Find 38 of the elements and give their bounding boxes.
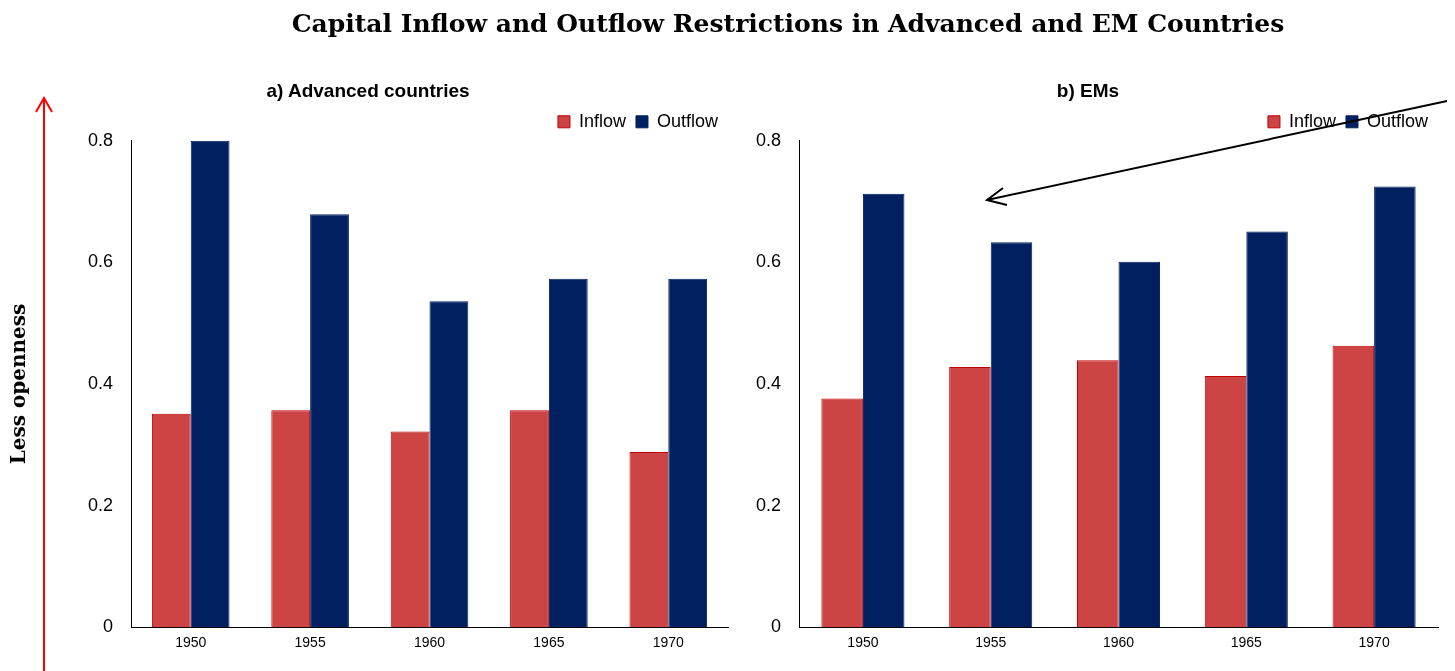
bar: [548, 278, 588, 628]
bar: [862, 193, 905, 628]
x-tick-label: 1950: [847, 634, 879, 651]
bar: [190, 140, 230, 628]
x-tick-label: 1960: [1102, 634, 1135, 651]
x-tick-label: 1955: [294, 634, 326, 651]
bar: [1118, 261, 1161, 628]
legend-label: Outflow: [1366, 110, 1429, 131]
y-tick-label: 0.6: [87, 251, 114, 272]
x-tick-label: 1970: [1358, 634, 1390, 651]
y-axis-title: Less openness: [6, 303, 31, 465]
y-tick-label: 0: [103, 616, 114, 637]
y-tick-label: 0: [771, 616, 782, 637]
bar: [310, 214, 349, 628]
y-tick-label: 0.8: [755, 129, 782, 150]
text: Capital Inflow and Outflow Restrictions in Advanced and EM Countries: [290, 8, 1286, 40]
legend-label: Outflow: [656, 110, 719, 131]
y-tick-label: 0.8: [87, 129, 114, 150]
y-tick-label: 0.2: [755, 494, 782, 515]
bar: [990, 242, 1033, 628]
bar: [1246, 231, 1288, 628]
chart-subtitle: b) EMs: [1056, 79, 1120, 101]
x-tick-label: 1965: [1230, 634, 1263, 651]
bar: [1374, 186, 1416, 628]
legend-label: Inflow: [1288, 110, 1337, 131]
x-tick-label: 1955: [975, 634, 1007, 651]
y-tick-label: 0.6: [755, 251, 782, 272]
y-tick-label: 0.4: [755, 372, 782, 393]
x-tick-label: 1960: [413, 634, 446, 651]
x-tick-label: 1970: [652, 634, 685, 651]
x-tick-label: 1950: [175, 634, 207, 651]
x-tick-label: 1965: [533, 634, 565, 651]
chart-subtitle: a) Advanced countries: [266, 79, 470, 101]
bar: [668, 278, 708, 628]
bar: [429, 301, 469, 628]
legend-label: Inflow: [578, 110, 627, 131]
y-tick-label: 0.4: [87, 372, 114, 393]
y-tick-label: 0.2: [87, 494, 114, 515]
